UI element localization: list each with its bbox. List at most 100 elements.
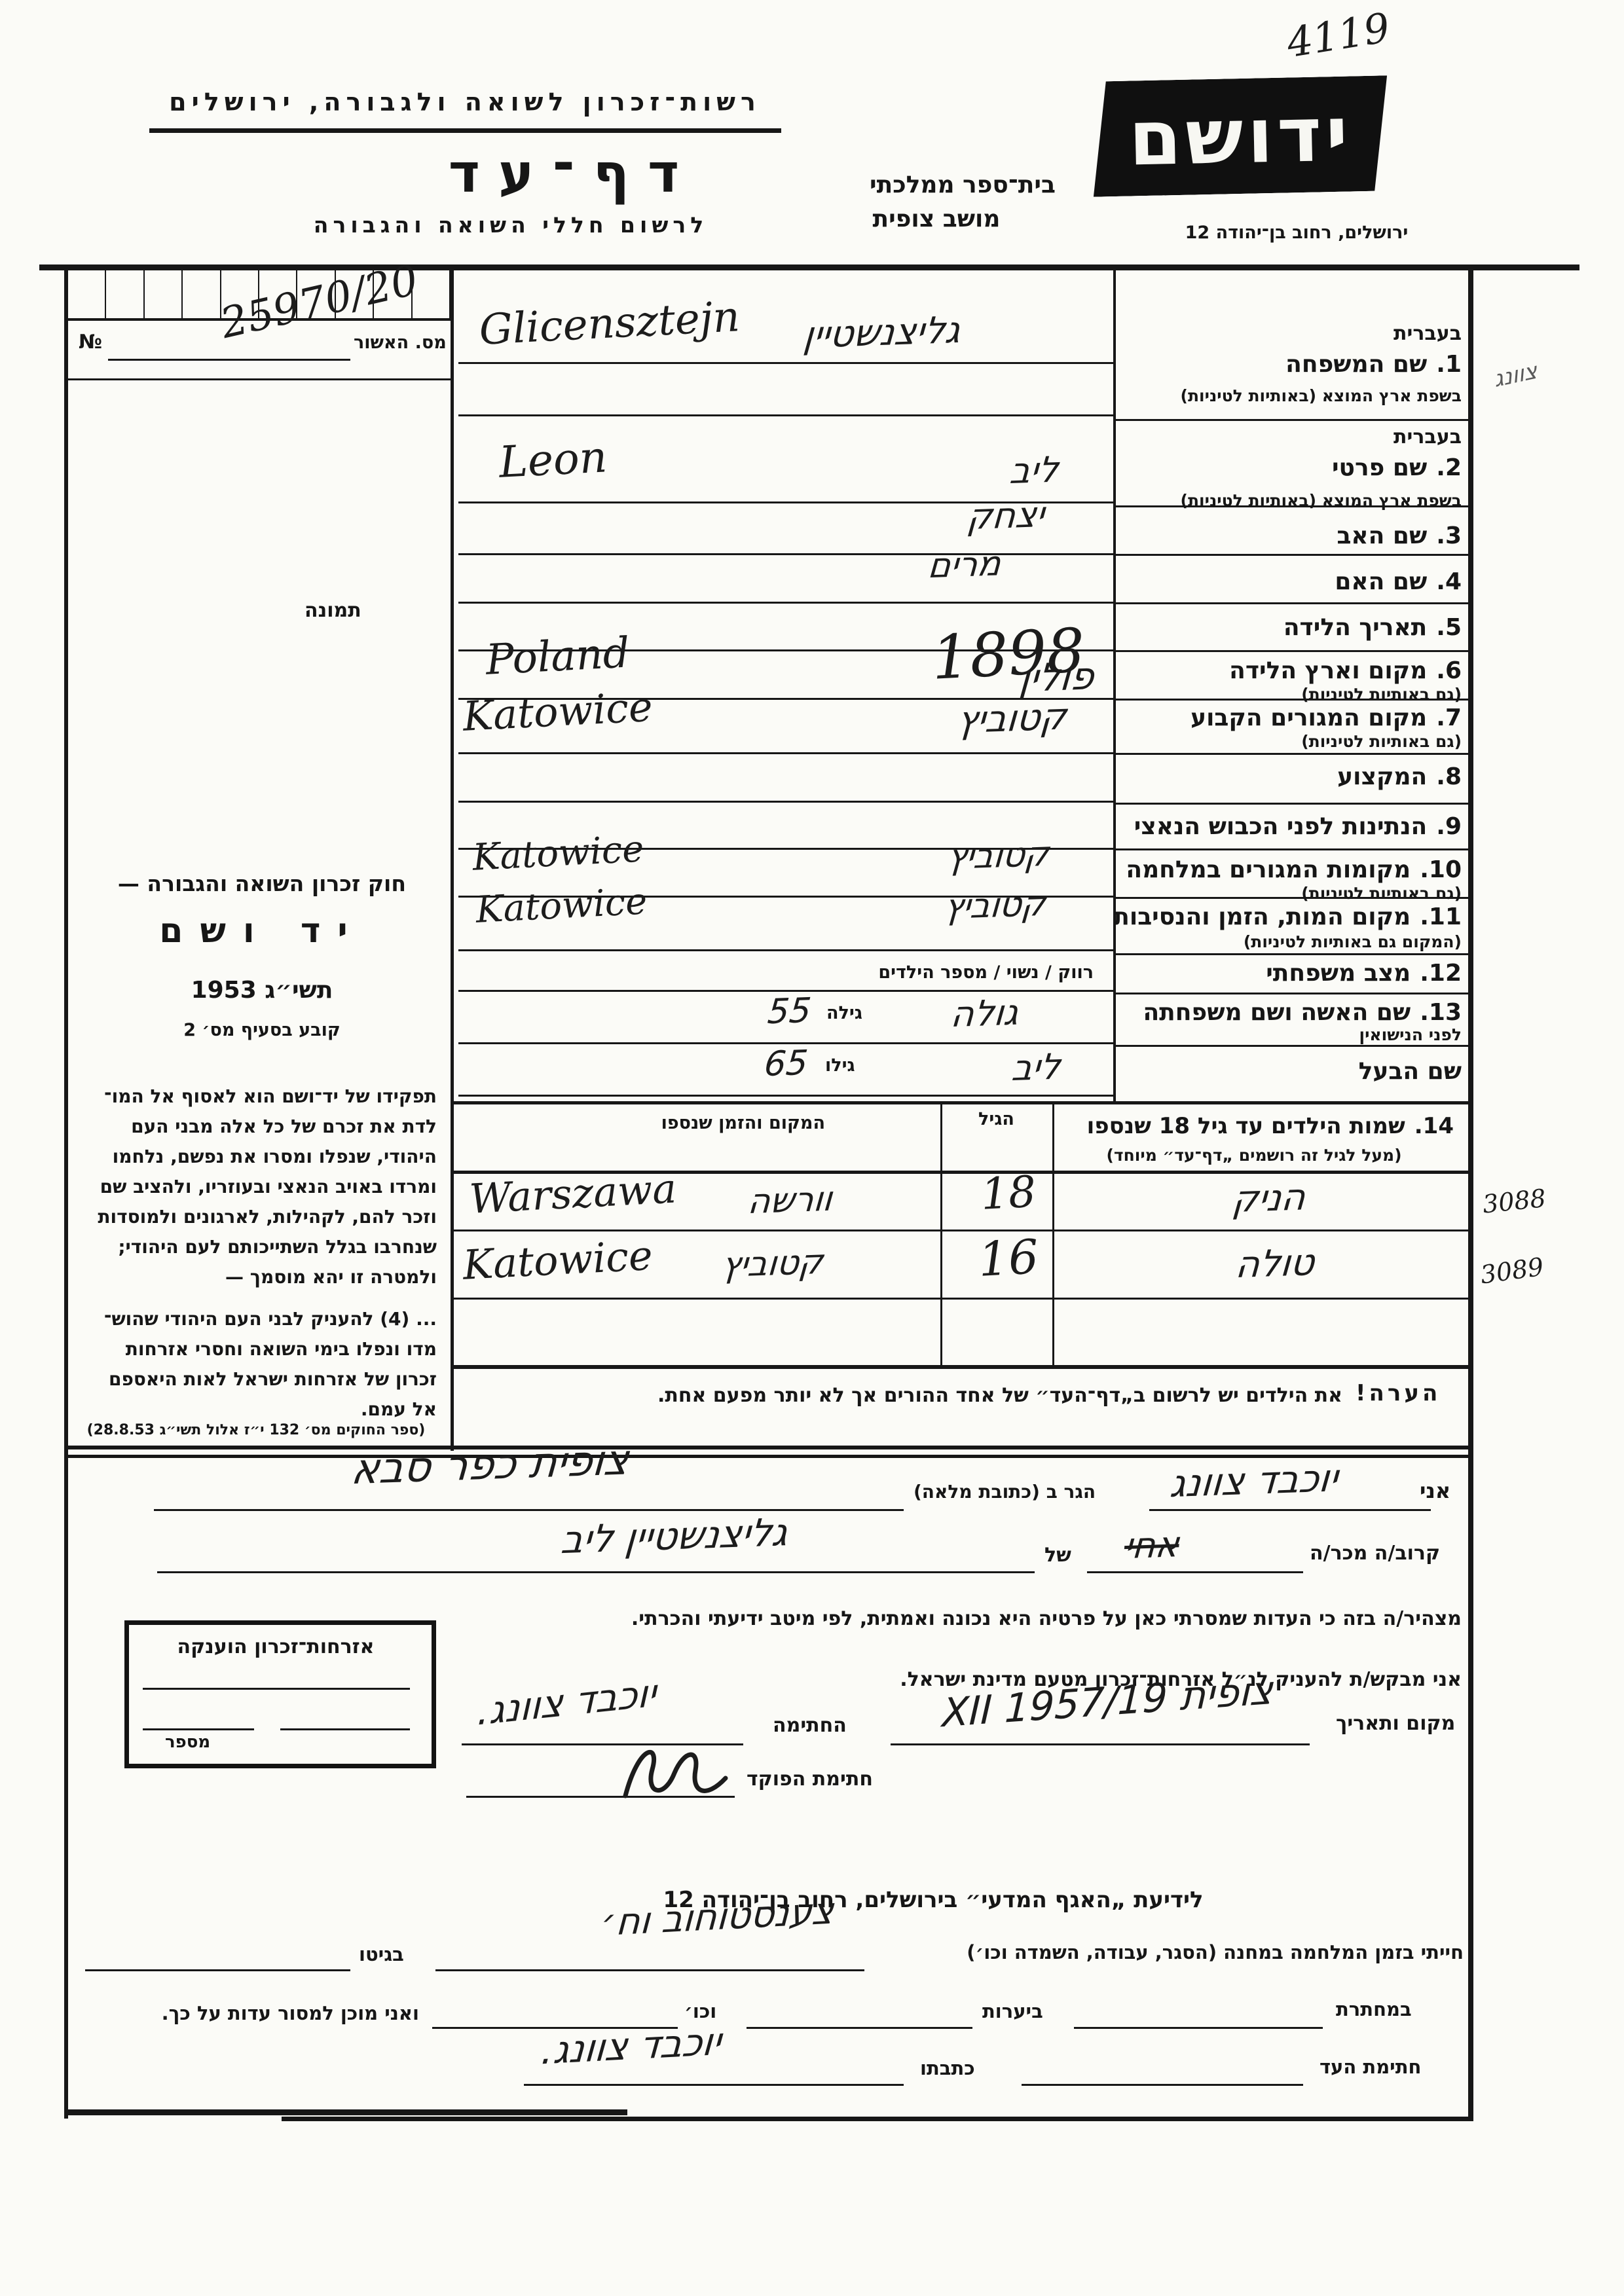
field-12-label: 12. מצב משפחתי [1121,960,1462,987]
handwritten-signature: יוכבד צוונג. [476,1670,657,1734]
answer-line [458,896,1113,898]
answer-line [1074,2027,1323,2029]
answer-line [891,1743,1310,1745]
photo-label: תמונה [304,599,361,622]
note-text: את הילדים יש לרשום ב„דף־העד״ של אחד ההור… [657,1384,1342,1407]
field-13-label: 13. שם האשה ושם משפחתה [1121,999,1462,1026]
law-box-paragraph-1: תפקידו של יד־ושם הוא לאסוף אל המו־ לדת א… [98,1085,437,1288]
field-6-sublabel: (גם באותיות לטיניות) [1301,685,1462,704]
answer-birth-country-hebrew: פולין [1018,653,1096,701]
answer-line [466,1796,735,1798]
child-2-age: 16 [977,1229,1040,1287]
divider-line [1116,897,1468,899]
divider-line [1116,993,1468,994]
child-1-margin-number: 3088 [1481,1183,1547,1219]
answer-line [458,649,1113,651]
divider-line [1116,803,1468,805]
field-label-text: שמות הילדים עד גיל 18 שנספו [1086,1113,1405,1139]
form-border-left [64,264,68,2119]
handwritten-address: צופית כפר סבא [349,1436,631,1495]
answer-death-place-hebrew: קטוביץ [942,884,1048,928]
divider-line [452,1101,1471,1104]
scientific-branch-info: לידיעת „האגף המדעי״ בירושלים, רחוב בן־יה… [663,1887,1204,1913]
field-1-label: 1. שם המשפחה [1121,351,1462,378]
field-4-label: 4. שם האם [1121,568,1462,595]
field-label-text: המקצוע [1337,763,1428,790]
field-3-label: 3. שם האב [1121,522,1462,549]
request-text: אני מבקש/ת להעניק לנ״ל אזרחות־זכרון מטעם… [900,1668,1462,1691]
field-11-sublabel: (המקום גם באותיות לטיניות) [1243,932,1462,951]
clerk-signature-label: חתימת הפוקד [747,1768,873,1791]
field-label-text: שם האשה ושם משפחתה [1143,999,1411,1026]
office-use-grid [68,267,451,321]
field-label-text: מצב משפחתי [1266,960,1411,987]
children-place-column-header: המקום והזמן שנספו [661,1113,825,1133]
answer-first-name-latin: Leon [498,431,608,488]
field-number: 11. [1420,903,1462,930]
child-1-place-hebrew: וורשה [746,1179,834,1222]
marital-status-options: רווק / נשוי / מספר הילדים [878,962,1094,983]
field-number: 4. [1436,568,1462,595]
witness-address-label: כתבתו [920,2057,975,2079]
field-number: 14. [1414,1113,1454,1139]
law-box-footnote: (ספר החוקים מס׳ 132 י״ז אלול תשי״ג 28.8.… [86,1422,426,1438]
answer-wife-name: גולה [949,991,1020,1036]
wife-age-label: גילה [826,1003,862,1023]
child-2-margin-number: 3089 [1479,1252,1545,1290]
divider-line [143,1688,410,1690]
divider-line [1116,650,1468,652]
handwritten-witness-signature-bottom: יוכבד צוונג. [540,2018,724,2073]
divider-line [1116,419,1468,421]
forests-label: ביערות [982,2000,1043,2022]
field-number: 7. [1436,704,1462,731]
divider-line [1116,1045,1468,1047]
field-number: 1. [1436,351,1462,378]
residing-label: הגר ב (כתובת מלאה) [913,1481,1096,1503]
answer-line [458,698,1113,700]
answer-line [435,1969,864,1971]
divider-line [280,1728,410,1730]
answer-line [458,801,1113,803]
answer-line [1022,2084,1303,2086]
answer-line [1087,1571,1303,1573]
field-2-pre: בעברית [1393,426,1462,448]
field-number: 8. [1436,763,1462,790]
memorial-citizenship-number-label: מספר [165,1732,211,1752]
field-2-label: 2. שם פרטי [1121,454,1462,481]
office-address: ירושלים, רחוב בן־יהודה 12 [1185,223,1409,243]
field-label-text: שם האם [1335,568,1428,595]
label-column-divider [1113,264,1116,1102]
field-number: 2. [1436,454,1462,481]
handwritten-witness-name: יוכבד צוונג [1168,1455,1340,1506]
declarant-label: אני [1420,1478,1451,1503]
divider-line [452,1298,1471,1300]
answer-line [524,2084,904,2086]
answer-birth-country-latin: Poland [485,629,631,685]
field-label-text: תאריך הלידה [1283,614,1428,641]
answer-line [85,1969,350,1971]
answer-line [432,2027,678,2029]
law-box-year: תשי״ג 1953 [191,977,333,1004]
approval-number-label: מס. האשור [354,333,447,353]
handwritten-victim-name: גליצנשטיין ליב [559,1509,790,1563]
answer-line [154,1509,904,1511]
divider-line [143,1728,254,1730]
handwritten-corner-number: 4119 [1283,3,1393,67]
etc-label: וכו׳ [684,2000,717,2022]
divider-line [65,1446,1472,1449]
answer-family-name-latin: Glicensztejn [478,293,741,355]
field-number: 3. [1436,522,1462,549]
ghetto-label: בגיטו [359,1943,404,1965]
school-stamp-line1: בית־ספר ממלכתי [870,172,1056,198]
yad-vashem-logo: ידושם [1091,75,1390,196]
camp-label: חייתי בזמן המלחמה במחנה (הסגר, עבודה, הש… [967,1941,1464,1963]
signature-label: החתימה [773,1714,847,1737]
field-6-label: 6. מקום וארץ הלידה [1121,657,1462,684]
field-number: 6. [1436,657,1462,684]
answer-line [458,414,1113,416]
authority-title: רשות־זכרון לשואה ולגבורה, ירושלים [169,88,761,117]
answer-father-name: יצחק [965,493,1046,538]
answer-husband-age: 65 [762,1043,810,1085]
answer-line [1149,1509,1431,1511]
